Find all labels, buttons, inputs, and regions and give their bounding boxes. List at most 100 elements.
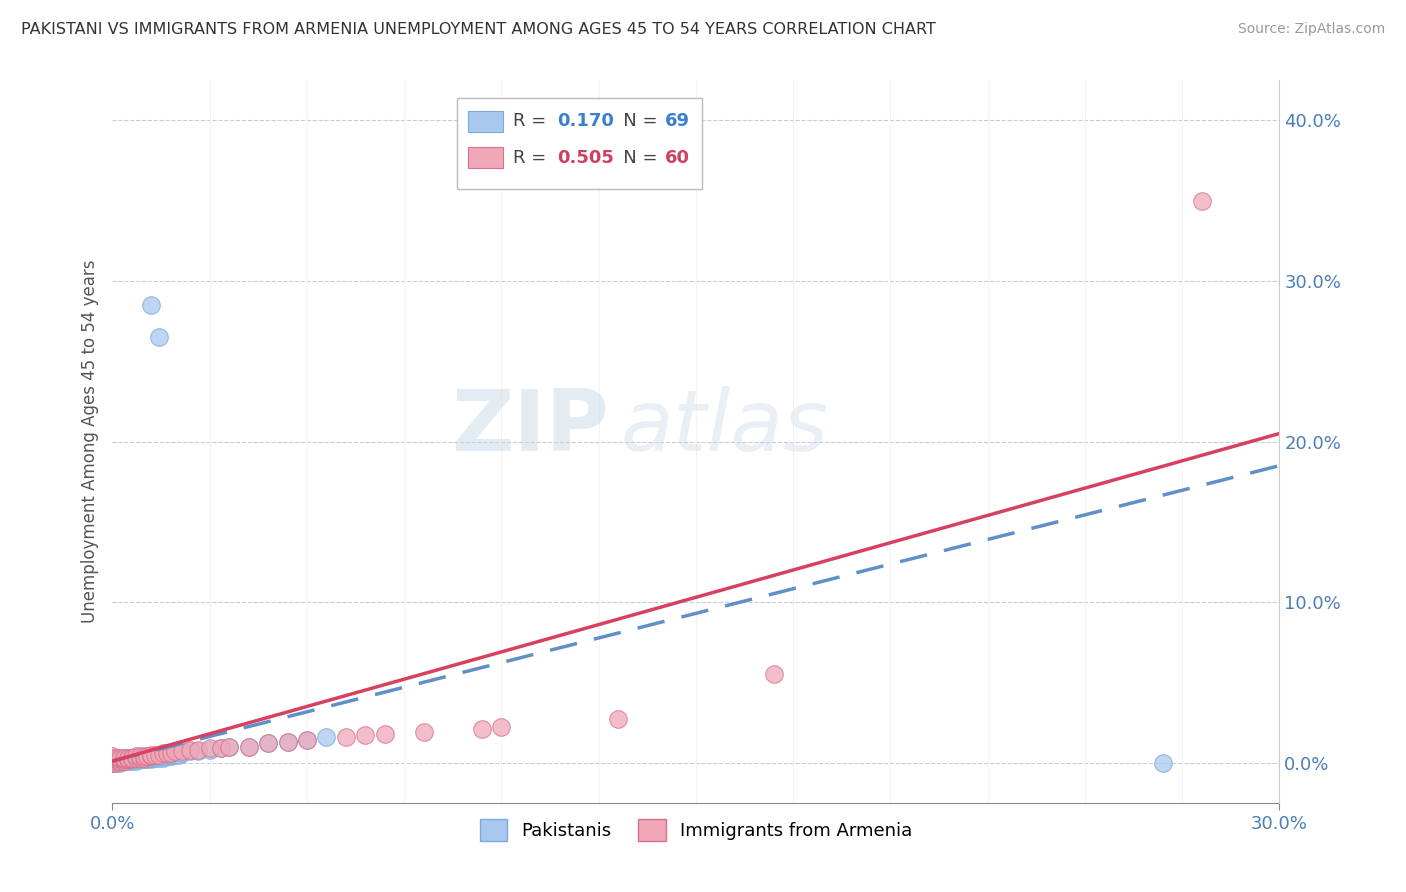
Point — [105, 754, 128, 768]
Point — [101, 754, 124, 768]
Point — [117, 754, 139, 768]
Y-axis label: Unemployment Among Ages 45 to 54 years: Unemployment Among Ages 45 to 54 years — [80, 260, 98, 624]
Point — [471, 722, 494, 736]
Point — [762, 667, 785, 681]
Point — [112, 754, 135, 768]
Point — [607, 712, 630, 726]
Point — [295, 733, 318, 747]
Point — [121, 752, 143, 766]
Point — [110, 751, 132, 765]
Point — [167, 747, 190, 762]
Point — [172, 746, 194, 760]
Point — [101, 756, 124, 770]
Point — [148, 747, 170, 762]
Text: N =: N = — [606, 112, 664, 130]
Point — [412, 725, 434, 739]
Point — [238, 739, 260, 754]
Point — [101, 754, 124, 768]
Point — [105, 752, 128, 766]
Point — [132, 752, 155, 766]
Point — [117, 752, 139, 766]
Text: atlas: atlas — [620, 385, 828, 468]
Point — [101, 756, 124, 770]
Point — [276, 735, 298, 749]
Point — [132, 749, 155, 764]
Point — [257, 736, 280, 750]
Point — [101, 754, 124, 768]
Point — [101, 756, 124, 770]
Point — [179, 743, 201, 757]
Point — [110, 756, 132, 770]
Point — [141, 298, 163, 312]
Point — [101, 749, 124, 764]
Point — [117, 754, 139, 768]
Point — [1152, 756, 1174, 770]
Point — [112, 752, 135, 766]
Point — [128, 752, 150, 766]
Point — [117, 751, 139, 765]
Point — [110, 754, 132, 768]
Text: R =: R = — [513, 149, 551, 167]
Point — [101, 751, 124, 765]
Point — [101, 754, 124, 768]
Point — [163, 747, 186, 762]
Point — [374, 727, 396, 741]
Point — [238, 739, 260, 754]
Point — [110, 752, 132, 766]
Text: ZIP: ZIP — [451, 385, 609, 468]
Point — [143, 747, 166, 762]
Point — [121, 751, 143, 765]
Point — [128, 751, 150, 765]
Point — [315, 730, 337, 744]
Point — [105, 756, 128, 770]
Point — [101, 756, 124, 770]
Point — [101, 756, 124, 770]
Text: 69: 69 — [665, 112, 689, 130]
Point — [112, 752, 135, 766]
Point — [132, 751, 155, 765]
Point — [125, 754, 148, 768]
Point — [148, 751, 170, 765]
Point — [110, 754, 132, 768]
Point — [132, 751, 155, 765]
Point — [152, 751, 174, 765]
Point — [136, 751, 159, 765]
Text: 0.505: 0.505 — [557, 149, 614, 167]
Point — [143, 751, 166, 765]
Point — [121, 751, 143, 765]
Point — [112, 751, 135, 765]
Point — [136, 752, 159, 766]
Point — [110, 751, 132, 765]
Point — [105, 751, 128, 765]
Point — [218, 739, 240, 754]
Point — [187, 744, 209, 758]
Point — [198, 743, 221, 757]
Text: PAKISTANI VS IMMIGRANTS FROM ARMENIA UNEMPLOYMENT AMONG AGES 45 TO 54 YEARS CORR: PAKISTANI VS IMMIGRANTS FROM ARMENIA UNE… — [21, 22, 936, 37]
FancyBboxPatch shape — [468, 147, 503, 169]
Point — [101, 756, 124, 770]
Point — [172, 744, 194, 758]
Text: N =: N = — [606, 149, 664, 167]
Point — [125, 751, 148, 765]
Point — [141, 747, 163, 762]
Point — [110, 752, 132, 766]
Point — [152, 749, 174, 764]
Point — [112, 754, 135, 768]
Point — [125, 752, 148, 766]
Point — [101, 752, 124, 766]
Point — [143, 749, 166, 764]
Text: Source: ZipAtlas.com: Source: ZipAtlas.com — [1237, 22, 1385, 37]
Point — [117, 752, 139, 766]
Point — [110, 754, 132, 768]
FancyBboxPatch shape — [457, 98, 702, 189]
Point — [112, 752, 135, 766]
Point — [112, 752, 135, 766]
Text: 0.170: 0.170 — [557, 112, 614, 130]
Point — [136, 749, 159, 764]
Point — [101, 756, 124, 770]
Point — [121, 754, 143, 768]
Point — [128, 749, 150, 764]
Point — [354, 728, 377, 742]
Text: 60: 60 — [665, 149, 689, 167]
Point — [105, 752, 128, 766]
